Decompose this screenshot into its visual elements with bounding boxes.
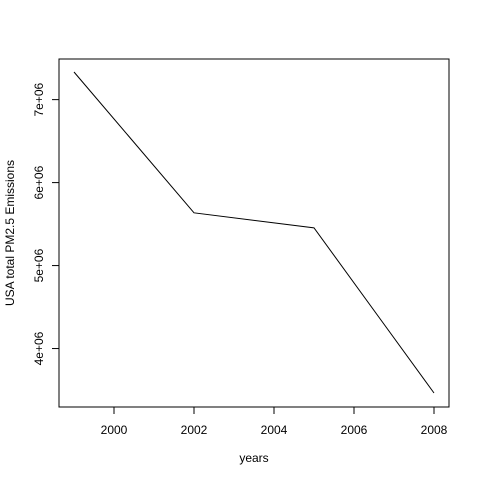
y-tick-label: 5e+06 [32, 248, 46, 282]
x-tick-label: 2000 [101, 423, 128, 437]
x-tick-label: 2008 [421, 423, 448, 437]
plot-frame [58, 58, 450, 408]
y-tick-label: 6e+06 [32, 165, 46, 199]
y-axis: 4e+06 5e+06 6e+06 7e+06 [32, 82, 60, 365]
x-tick-label: 2004 [261, 423, 288, 437]
x-axis: 2000 2002 2004 2006 2008 [101, 406, 448, 437]
x-tick-label: 2006 [341, 423, 368, 437]
series-line [73, 71, 435, 394]
x-axis-label: years [239, 451, 268, 465]
y-tick-label: 7e+06 [32, 82, 46, 116]
y-axis-label: USA total PM2.5 Emissions [3, 160, 17, 306]
y-tick-label: 4e+06 [32, 331, 46, 365]
series-layer [73, 71, 435, 394]
x-tick-label: 2002 [181, 423, 208, 437]
